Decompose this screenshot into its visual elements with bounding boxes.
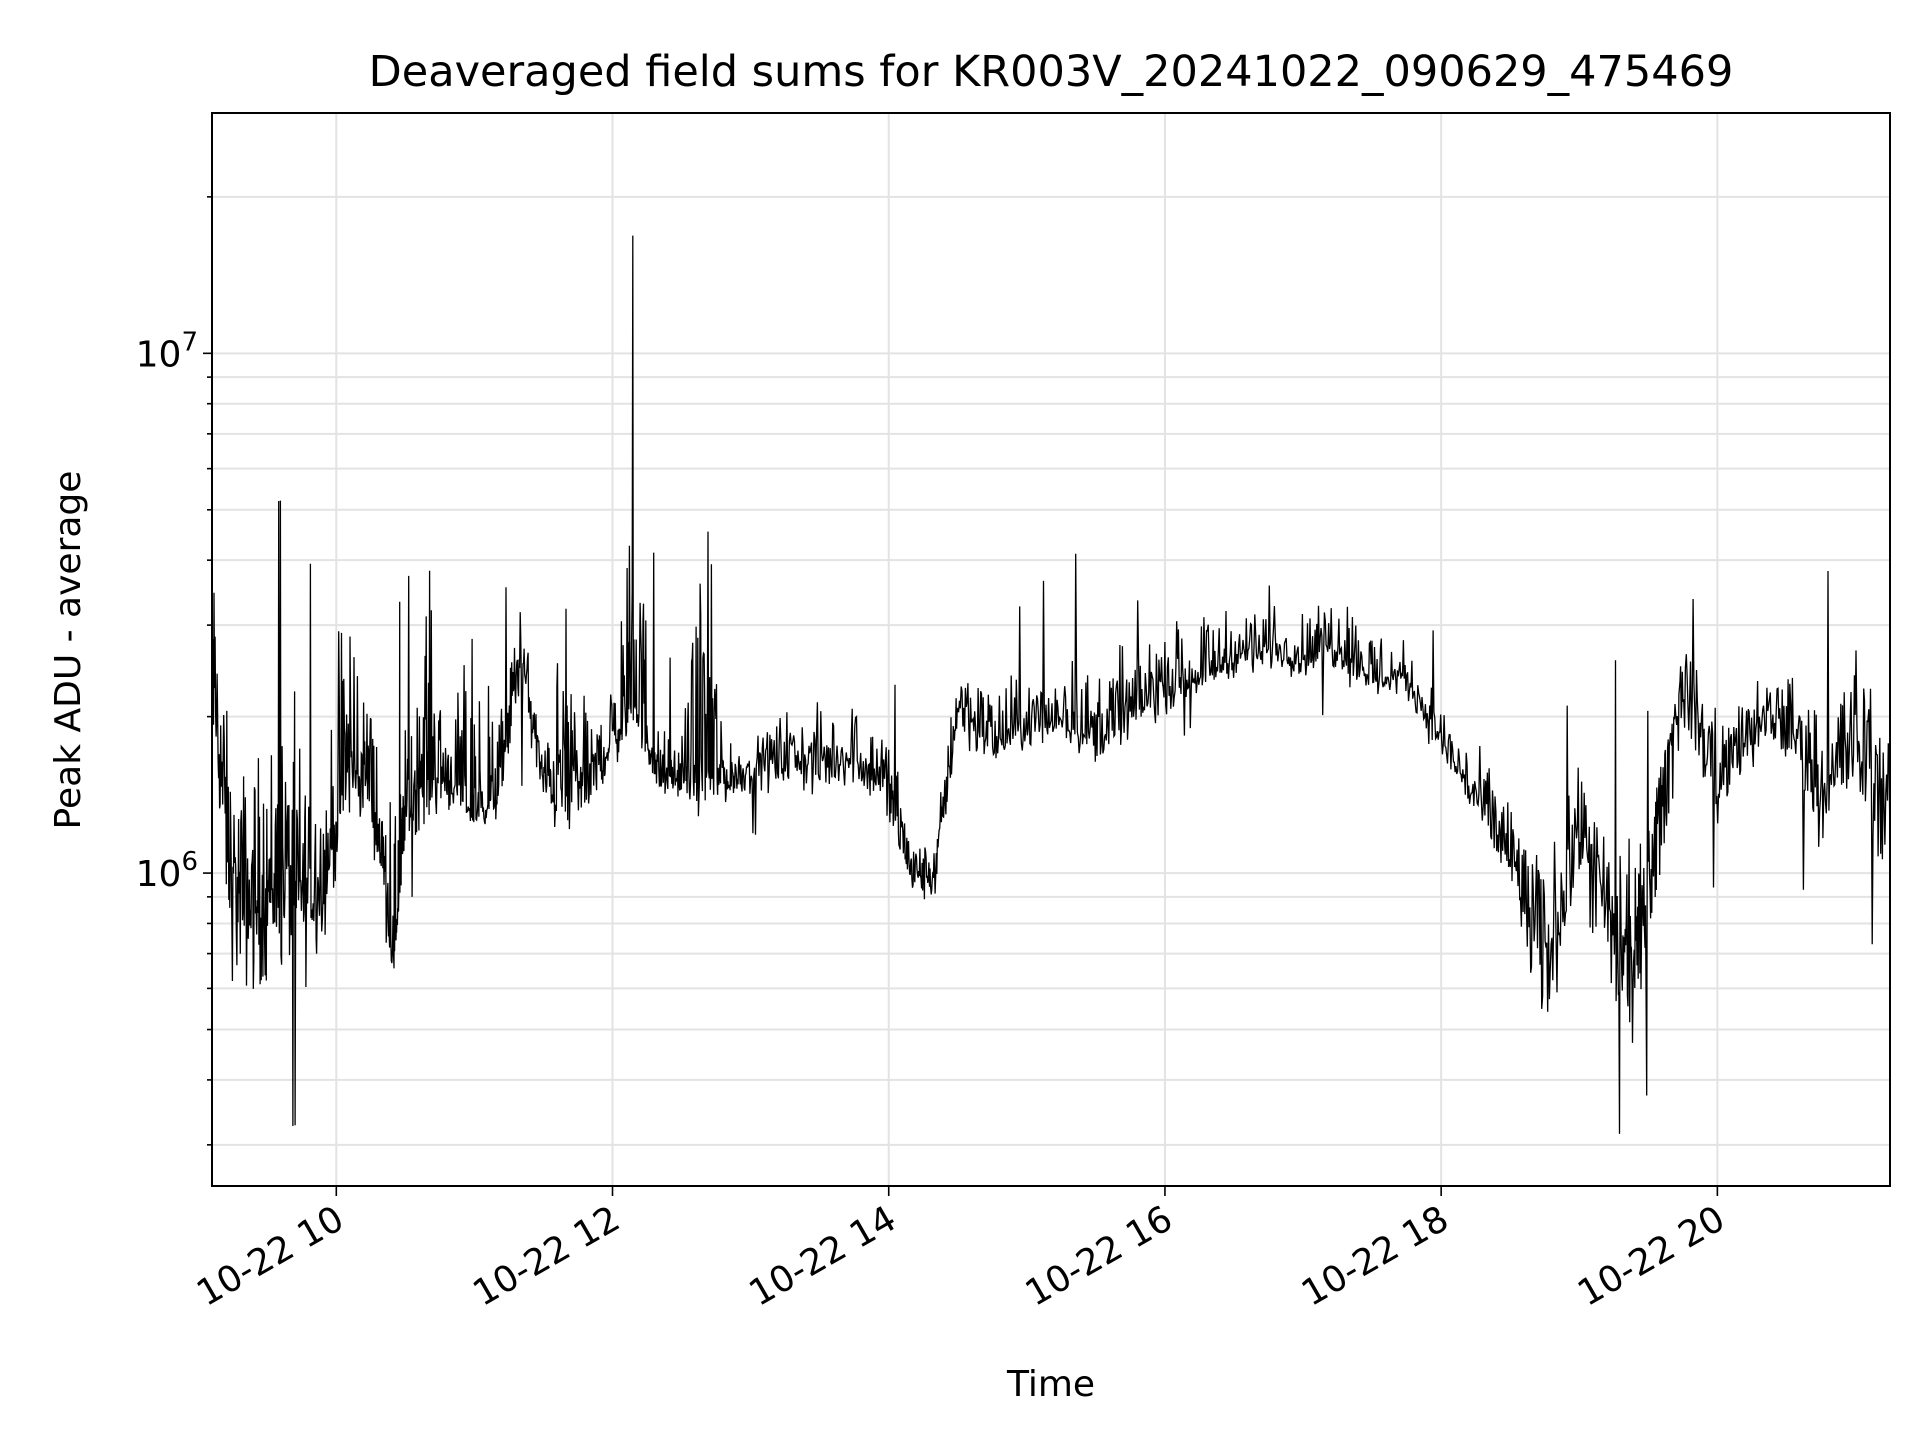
y-tick-base: 10 <box>136 854 182 895</box>
x-axis-label: Time <box>1006 1364 1095 1405</box>
series-line <box>212 235 1890 1134</box>
y-tick-exponent: 6 <box>181 847 198 877</box>
chart-title: Deaveraged field sums for KR003V_2024102… <box>369 47 1734 97</box>
series <box>212 235 1890 1134</box>
y-tick-label: 107 <box>136 327 198 375</box>
y-tick-base: 10 <box>136 334 182 375</box>
y-tick-label: 106 <box>136 847 198 895</box>
y-axis-label: Peak ADU - average <box>48 471 89 830</box>
y-tick-exponent: 7 <box>181 327 198 357</box>
plot-area-frame <box>211 112 1891 1187</box>
